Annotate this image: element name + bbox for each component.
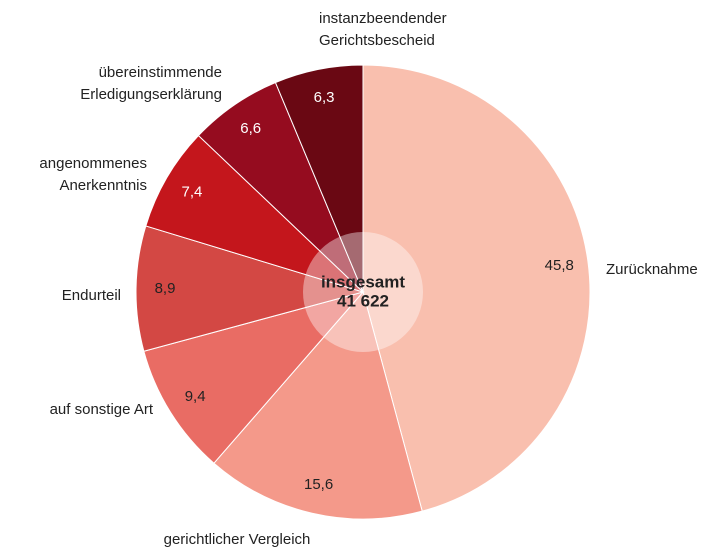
value-label: 7,4 (182, 183, 203, 200)
pie-slice (213, 290, 423, 520)
center-circle (303, 232, 423, 352)
center-text: insgesamt (321, 272, 405, 291)
category-label: gerichtlicher Vergleich (163, 531, 311, 548)
category-label: auf sonstige Art (49, 401, 153, 418)
pie-slice (143, 291, 365, 464)
category-label: Endurteil (61, 287, 121, 304)
category-label: instanzbeendender Gerichtsbescheid (319, 10, 447, 49)
value-label: 15,6 (304, 476, 333, 493)
category-label: angenommenes Anerkenntnis (39, 155, 147, 194)
pie-slice (145, 134, 364, 293)
value-label: 6,6 (240, 120, 261, 137)
category-label: Zurücknahme (606, 261, 698, 278)
value-label: 45,8 (545, 257, 574, 274)
pie-slice (362, 64, 591, 512)
pie-slice (135, 225, 365, 352)
value-label: 6,3 (314, 89, 335, 106)
value-label: 8,9 (155, 280, 176, 297)
pie-slice (274, 64, 364, 293)
center-text: 41 622 (337, 291, 389, 310)
category-label: übereinstimmende Erledigungserklärung (80, 64, 222, 103)
value-label: 9,4 (185, 388, 206, 405)
